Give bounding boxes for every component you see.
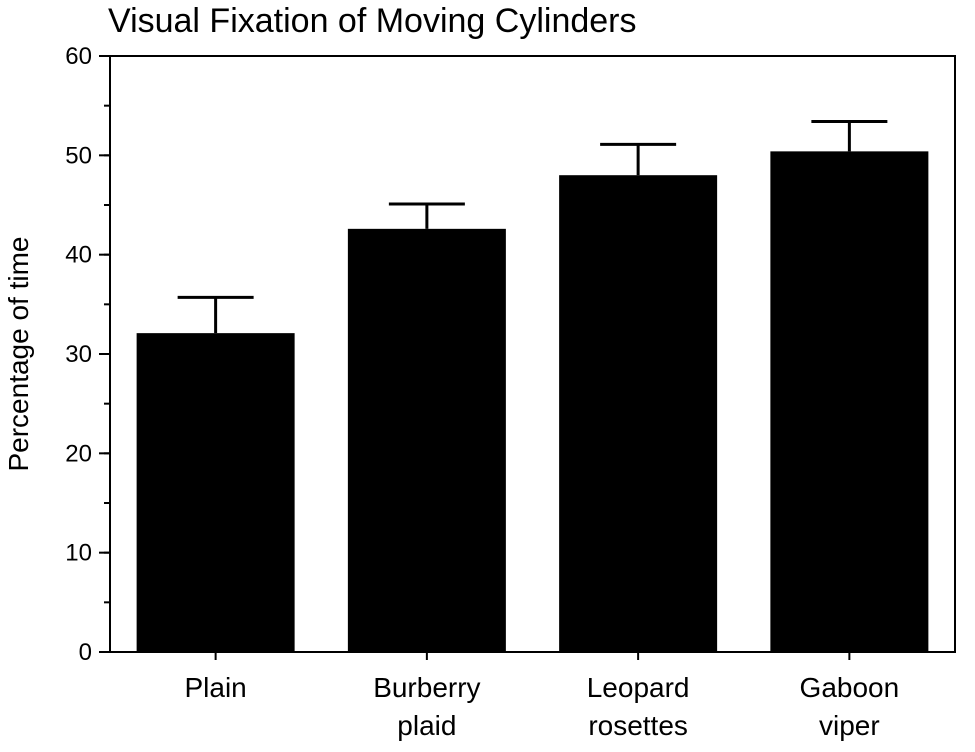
bar (770, 151, 929, 653)
x-tick-label: rosettes (588, 710, 688, 741)
y-tick-label: 30 (65, 341, 92, 368)
plot-area: 0 10 20 30 40 50 60 Percentage of time Plain Burb… (3, 43, 956, 741)
y-tick-label: 10 (65, 540, 92, 567)
bar (559, 175, 718, 652)
x-tick-label: viper (819, 710, 880, 741)
y-tick-label: 20 (65, 440, 92, 467)
x-tick-label: Leopard (587, 672, 690, 703)
x-tick-label: Burberry (373, 672, 480, 703)
x-tick-label: Gaboon (800, 672, 900, 703)
y-tick-label: 0 (79, 639, 92, 666)
y-tick-label: 60 (65, 43, 92, 70)
y-tick-label: 40 (65, 242, 92, 269)
bar (136, 333, 295, 652)
x-tick-label: Plain (184, 672, 246, 703)
chart-title: Visual Fixation of Moving Cylinders (108, 2, 637, 40)
bar (347, 228, 506, 652)
x-tick-label: plaid (397, 710, 456, 741)
y-tick-label: 50 (65, 142, 92, 169)
y-axis-label: Percentage of time (3, 236, 34, 471)
